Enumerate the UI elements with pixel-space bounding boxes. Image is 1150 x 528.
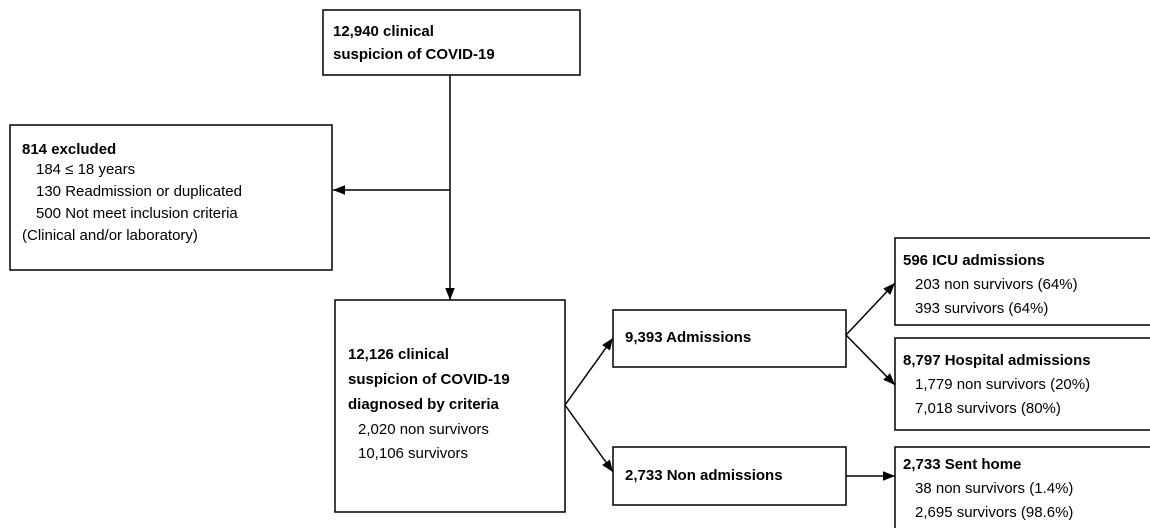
node-detail: (Clinical and/or laboratory) <box>22 227 198 244</box>
box <box>612 446 847 506</box>
node-title: 8,797 Hospital admissions <box>903 352 1091 369</box>
box <box>894 446 1150 528</box>
node-title: 2,733 Sent home <box>903 456 1021 473</box>
box <box>894 337 1150 431</box>
box <box>334 299 566 513</box>
node-detail: 500 Not meet inclusion criteria <box>36 205 238 222</box>
node-detail: 184 ≤ 18 years <box>36 161 135 178</box>
node-title: 814 excluded <box>22 141 116 158</box>
node-title: 9,393 Admissions <box>625 329 751 346</box>
arrow <box>845 334 896 386</box>
node-detail: 2,695 survivors (98.6%) <box>915 504 1073 521</box>
node-title: 12,126 clinical <box>348 346 449 363</box>
labels: 12,940 clinical suspicion of COVID-19 814 … <box>22 23 1091 521</box>
node-title: suspicion of COVID-19 <box>333 46 495 63</box>
node-detail: 130 Readmission or duplicated <box>36 183 242 200</box>
arrow <box>564 337 614 406</box>
node-title: suspicion of COVID-19 <box>348 371 510 388</box>
arrow <box>845 282 896 336</box>
node-title: 2,733 Non admissions <box>625 467 783 484</box>
arrows <box>333 75 896 481</box>
arrow <box>564 404 614 473</box>
node-detail: 2,020 non survivors <box>358 421 489 438</box>
box <box>612 309 847 368</box>
node-detail: 393 survivors (64%) <box>915 300 1048 317</box>
node-title: 12,940 clinical <box>333 23 434 40</box>
node-title: 596 ICU admissions <box>903 252 1045 269</box>
box <box>9 124 333 271</box>
node-detail: 1,779 non survivors (20%) <box>915 376 1090 393</box>
box <box>322 9 581 76</box>
box <box>894 237 1150 326</box>
node-detail: 10,106 survivors <box>358 445 468 462</box>
node-detail: 203 non survivors (64%) <box>915 276 1078 293</box>
node-title: diagnosed by criteria <box>348 396 500 413</box>
node-detail: 7,018 survivors (80%) <box>915 400 1061 417</box>
boxes <box>9 9 1150 528</box>
node-detail: 38 non survivors (1.4%) <box>915 480 1073 497</box>
